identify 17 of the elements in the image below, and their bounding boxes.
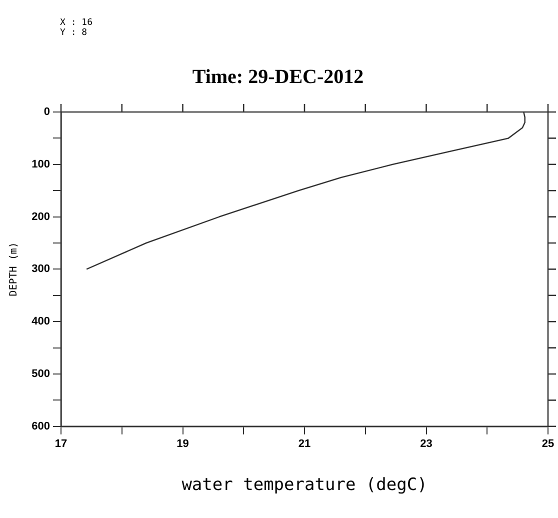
- x-tick-label: 23: [420, 438, 432, 450]
- y-tick-label: 100: [32, 158, 50, 170]
- y-tick-label: 300: [32, 263, 50, 276]
- x-tick-label: 25: [542, 438, 554, 450]
- y-axis-title: DEPTH (m): [8, 242, 20, 296]
- x-tick-label: 17: [54, 438, 68, 450]
- chart-title: Time: 29-DEC-2012: [192, 66, 364, 88]
- text: X : 16: [60, 18, 93, 28]
- x-axis-title: water temperature (degC): [182, 475, 428, 496]
- y-tick-label: 500: [32, 368, 50, 380]
- y-tick-label: 0: [44, 106, 50, 118]
- x-tick-label: 19: [176, 438, 189, 450]
- y-tick-label: 200: [32, 210, 50, 223]
- y-tick-label: 400: [32, 316, 50, 328]
- y-tick-label: 600: [32, 420, 50, 432]
- x-tick-label: 21: [298, 438, 311, 450]
- text: Y : 8: [60, 28, 88, 38]
